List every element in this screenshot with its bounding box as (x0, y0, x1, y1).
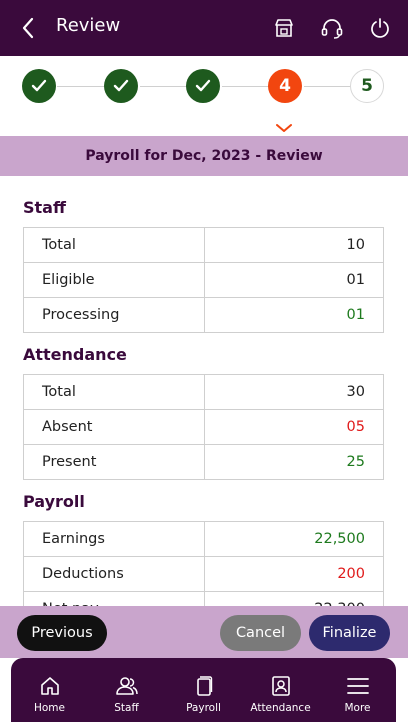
headset-icon[interactable] (318, 14, 346, 42)
row-value: 01 (204, 262, 384, 298)
staff-section-title: Staff (23, 198, 66, 217)
step-connector (57, 86, 104, 87)
app-header: Review (0, 0, 408, 56)
home-icon (40, 677, 59, 695)
row-value: 200 (204, 556, 384, 592)
nav-item-label: Home (33, 702, 65, 714)
staff-table: Total 10 Eligible 01 Processing 01 (23, 227, 384, 333)
nav-item-label: Payroll (186, 702, 221, 714)
review-content[interactable]: Staff Total 10 Eligible 01 Processing 01… (0, 176, 408, 606)
table-row: Total 30 (23, 374, 384, 410)
previous-button[interactable]: Previous (17, 615, 107, 651)
attendance-table: Total 30 Absent 05 Present 25 (23, 374, 384, 480)
table-row: Present 25 (23, 444, 384, 480)
table-row: Processing 01 (23, 297, 384, 333)
row-label: Total (23, 374, 205, 410)
checkmark-icon (31, 79, 47, 92)
row-value: 05 (204, 409, 384, 445)
row-value: 10 (204, 227, 384, 263)
nav-item-payroll[interactable]: Payroll (165, 658, 242, 722)
id-card-icon (271, 676, 290, 696)
document-icon (196, 676, 212, 696)
users-icon (115, 677, 138, 695)
nav-item-staff[interactable]: Staff (88, 658, 165, 722)
row-label: Deductions (23, 556, 205, 592)
table-row: Total 10 (23, 227, 384, 263)
row-value: 22,300 (204, 591, 384, 606)
checkmark-icon (195, 79, 211, 92)
row-value: 22,500 (204, 521, 384, 557)
nav-item-label: Attendance (250, 702, 311, 714)
payroll-table: Earnings 22,500 Deductions 200 Net pay 2… (23, 521, 384, 606)
row-label: Processing (23, 297, 205, 333)
nav-item-more[interactable]: More (319, 658, 396, 722)
table-row: Absent 05 (23, 409, 384, 445)
step-4[interactable]: 4 (268, 69, 302, 103)
table-row: Net pay 22,300 (23, 591, 384, 606)
power-icon[interactable] (366, 14, 394, 42)
payroll-section-title: Payroll (23, 492, 85, 511)
row-value: 30 (204, 374, 384, 410)
row-label: Present (23, 444, 205, 480)
table-row: Deductions 200 (23, 556, 384, 592)
progress-stepper: 4 5 (0, 56, 408, 136)
chevron-down-icon (275, 118, 293, 137)
row-label: Earnings (23, 521, 205, 557)
step-2[interactable] (104, 69, 138, 103)
row-label: Absent (23, 409, 205, 445)
step-connector (140, 86, 187, 87)
nav-item-attendance[interactable]: Attendance (242, 658, 319, 722)
bottom-nav-container: Home Staff Payroll Attendance More (0, 658, 408, 722)
action-bar: Previous Cancel Finalize (0, 606, 408, 658)
table-row: Eligible 01 (23, 262, 384, 298)
row-value: 25 (204, 444, 384, 480)
row-label: Total (23, 227, 205, 263)
attendance-section-title: Attendance (23, 345, 127, 364)
row-value: 01 (204, 297, 384, 333)
checkmark-icon (113, 79, 129, 92)
step-connector (222, 86, 269, 87)
page-title: Review (56, 15, 121, 36)
nav-item-home[interactable]: Home (11, 658, 88, 722)
step-1[interactable] (22, 69, 56, 103)
nav-item-label: More (344, 702, 371, 714)
menu-icon (346, 678, 369, 694)
finalize-button[interactable]: Finalize (309, 615, 390, 651)
bottom-nav: Home Staff Payroll Attendance More (11, 658, 396, 722)
step-3[interactable] (186, 69, 220, 103)
table-row: Earnings 22,500 (23, 521, 384, 557)
store-icon[interactable] (270, 14, 298, 42)
nav-item-label: Staff (114, 702, 139, 714)
step-5[interactable]: 5 (350, 69, 384, 103)
row-label: Net pay (23, 591, 205, 606)
row-label: Eligible (23, 262, 205, 298)
cancel-button[interactable]: Cancel (220, 615, 301, 651)
step-connector (304, 86, 351, 87)
payroll-period-banner: Payroll for Dec, 2023 - Review (0, 136, 408, 176)
chevron-left-icon[interactable] (14, 14, 42, 42)
